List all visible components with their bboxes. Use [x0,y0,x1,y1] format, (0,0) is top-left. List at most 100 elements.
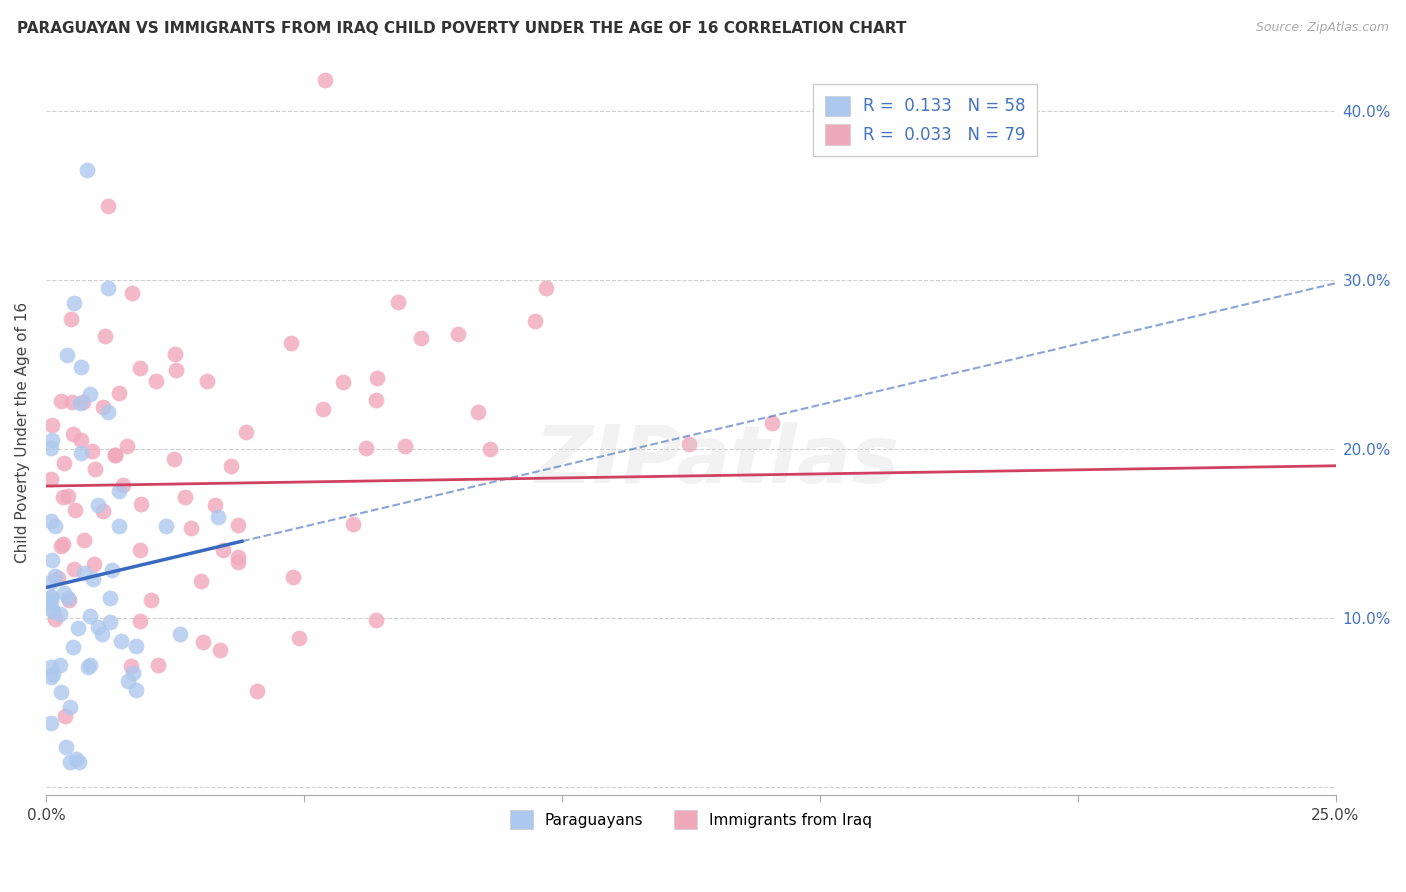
Point [44,569,66,583]
Point [53,709,76,723]
Point [129,542,152,557]
Point [59,312,82,326]
Point [79,609,101,624]
Point [246,683,269,698]
Point [98,591,121,605]
Point [174,490,197,504]
Point [104,448,127,462]
Point [39,670,62,684]
Point [190,574,212,588]
Point [169,626,191,640]
Point [76,163,98,178]
Point [447,327,470,342]
Point [62,427,84,442]
Point [97,199,120,213]
Text: Source: ZipAtlas.com: Source: ZipAtlas.com [1256,21,1389,35]
Point [49,684,72,698]
Point [523,314,546,328]
Point [51,394,73,409]
Point [58,591,80,605]
Point [108,518,131,533]
Point [288,631,311,645]
Point [84,462,107,476]
Point [56,489,79,503]
Point [41,434,63,448]
Point [235,425,257,439]
Point [67,621,90,635]
Y-axis label: Child Poverty Under the Age of 16: Child Poverty Under the Age of 16 [15,301,30,563]
Point [332,375,354,389]
Point [312,402,335,417]
Point [366,393,388,408]
Point [366,370,388,384]
Point [72,395,94,409]
Point [219,458,242,473]
Point [356,441,378,455]
Point [280,336,302,351]
Point [39,590,62,604]
Point [761,416,783,430]
Point [226,517,249,532]
Point [39,514,62,528]
Point [211,542,233,557]
Point [53,586,76,600]
Point [59,755,82,769]
Point [108,386,131,401]
Point [479,442,502,457]
Point [59,699,82,714]
Point [129,497,152,511]
Point [467,405,489,419]
Point [69,396,91,410]
Point [39,574,62,589]
Point [65,503,87,517]
Point [60,395,83,409]
Point [41,552,63,566]
Point [121,286,143,301]
Point [94,329,117,343]
Point [104,448,127,462]
Text: ZIPatlas: ZIPatlas [534,422,898,500]
Point [145,374,167,388]
Point [44,612,66,626]
Point [148,657,170,672]
Point [87,619,110,633]
Point [191,635,214,649]
Point [52,456,75,470]
Point [91,504,114,518]
Point [534,281,557,295]
Point [79,387,101,401]
Point [79,657,101,672]
Point [39,590,62,604]
Point [98,615,121,630]
Point [117,673,139,688]
Point [44,519,66,533]
Point [41,667,63,681]
Legend: Paraguayans, Immigrants from Iraq: Paraguayans, Immigrants from Iraq [503,805,877,835]
Point [39,660,62,674]
Point [108,484,131,499]
Point [387,295,409,310]
Point [409,331,432,345]
Point [97,281,120,295]
Point [163,347,186,361]
Point [52,537,75,551]
Point [207,510,229,524]
Point [163,451,186,466]
Point [62,640,84,654]
Point [283,569,305,583]
Point [91,400,114,414]
Point [125,639,148,653]
Point [73,533,96,548]
Point [39,716,62,731]
Point [87,498,110,512]
Point [209,643,232,657]
Point [42,604,65,618]
Point [41,603,63,617]
Point [117,438,139,452]
Point [62,562,84,576]
Point [39,594,62,608]
Point [39,442,62,456]
Point [67,755,90,769]
Point [52,491,75,505]
Point [58,593,80,607]
